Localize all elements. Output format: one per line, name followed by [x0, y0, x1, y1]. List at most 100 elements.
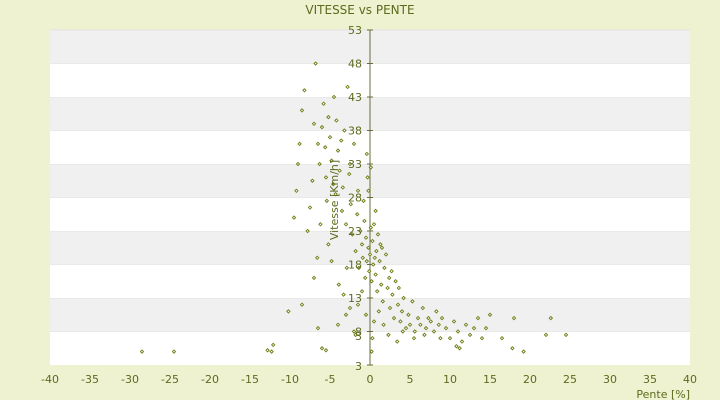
data-point — [443, 325, 449, 331]
data-point — [314, 255, 320, 261]
x-tick-label: -40 — [41, 373, 59, 386]
data-point — [364, 258, 370, 264]
data-point — [363, 235, 369, 240]
data-point — [319, 124, 325, 130]
data-point — [459, 339, 465, 344]
data-point — [370, 238, 375, 244]
data-point — [365, 175, 370, 180]
data-point — [543, 332, 549, 338]
data-point — [342, 128, 347, 133]
data-point — [410, 299, 415, 304]
data-point — [399, 309, 405, 314]
data-point — [380, 299, 386, 304]
data-point — [386, 275, 392, 281]
data-point — [321, 101, 326, 106]
data-point — [359, 289, 365, 294]
data-point — [337, 168, 342, 173]
data-point — [396, 285, 402, 291]
data-point — [382, 265, 387, 271]
data-point — [415, 315, 421, 321]
data-point — [406, 312, 411, 317]
data-point — [323, 348, 329, 353]
y-tick-label: 33 — [348, 158, 362, 171]
data-point — [455, 329, 461, 334]
data-point — [439, 315, 445, 321]
data-point — [418, 322, 423, 328]
data-point — [378, 282, 384, 287]
data-point — [370, 262, 376, 267]
data-point — [269, 349, 274, 354]
data-point — [319, 346, 325, 351]
data-point — [315, 325, 321, 331]
data-point — [521, 349, 526, 354]
data-point — [322, 145, 328, 150]
data-point — [373, 208, 378, 214]
data-point — [438, 335, 443, 341]
data-point — [366, 268, 372, 274]
data-point — [393, 279, 398, 284]
data-point — [391, 315, 397, 321]
data-point — [510, 346, 515, 351]
x-tick-label: 35 — [643, 373, 657, 386]
y-tick-label: 8 — [355, 326, 362, 339]
data-point — [330, 181, 336, 187]
x-axis-label: Pente [%] — [636, 388, 690, 400]
data-point — [434, 309, 439, 314]
data-point — [423, 325, 429, 331]
data-point — [341, 292, 346, 297]
data-point — [347, 305, 353, 311]
data-point — [171, 349, 177, 354]
data-point — [389, 268, 394, 274]
data-point — [511, 315, 517, 321]
data-point — [411, 335, 417, 341]
data-point — [286, 309, 291, 314]
y-tick-label: 13 — [348, 292, 362, 305]
data-point — [422, 332, 427, 338]
data-point — [326, 114, 331, 120]
x-tick-label: 20 — [523, 373, 537, 386]
x-tick-label: 25 — [563, 373, 577, 386]
data-point — [270, 342, 276, 348]
data-point — [351, 141, 357, 147]
data-point — [339, 208, 345, 214]
data-point — [291, 215, 297, 220]
y-tick-label: 53 — [348, 24, 362, 37]
data-point — [326, 242, 331, 247]
data-point — [400, 329, 406, 334]
data-point — [457, 346, 462, 351]
data-point — [385, 285, 390, 291]
data-point — [350, 232, 355, 237]
data-point — [412, 329, 418, 334]
data-point — [364, 151, 370, 157]
data-point — [338, 138, 344, 143]
data-point — [305, 228, 310, 234]
data-point — [297, 141, 302, 147]
data-point — [395, 302, 401, 307]
y-tick-label: 3 — [355, 360, 362, 373]
data-point — [356, 265, 362, 271]
x-tick-label: -5 — [325, 373, 336, 386]
data-point — [371, 319, 377, 324]
data-point — [407, 322, 413, 328]
data-point — [311, 275, 317, 281]
data-point — [436, 322, 442, 328]
data-point — [367, 252, 373, 257]
x-tick-label: 40 — [683, 373, 697, 386]
data-point — [343, 222, 349, 227]
data-point — [499, 335, 505, 341]
data-point — [294, 188, 299, 194]
data-point — [331, 94, 337, 100]
data-point — [363, 312, 369, 317]
data-point — [447, 335, 453, 341]
data-point — [335, 148, 341, 153]
data-point — [376, 309, 382, 314]
data-point — [374, 248, 379, 254]
x-tick-label: 0 — [367, 373, 374, 386]
data-point — [302, 88, 307, 93]
data-point — [375, 232, 381, 237]
data-point — [374, 289, 380, 294]
data-point — [307, 205, 313, 210]
data-point — [336, 282, 342, 287]
data-point — [475, 315, 481, 321]
data-point — [327, 134, 333, 140]
